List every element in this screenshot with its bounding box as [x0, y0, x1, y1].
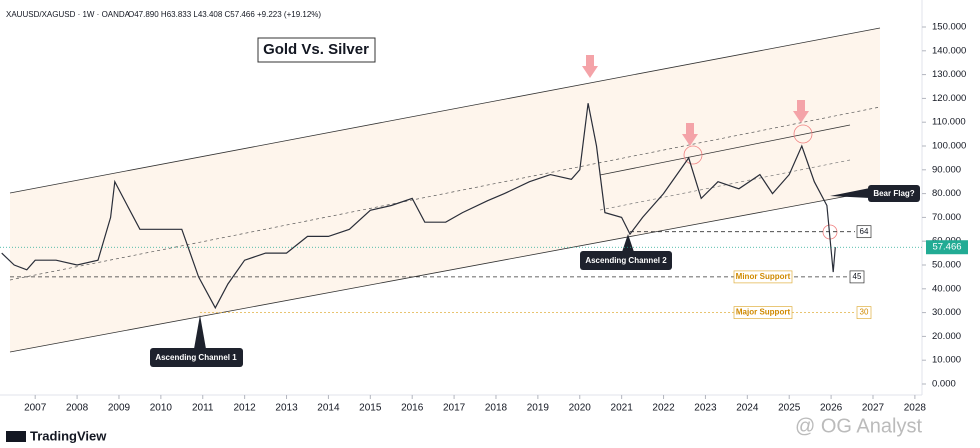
branding: TradingView: [30, 428, 107, 443]
channel-mid: [9, 106, 881, 281]
x-tick-label: 2009: [108, 403, 131, 414]
level-label: 45: [853, 272, 862, 281]
title-box: [257, 37, 376, 63]
y-tick-label: 40.000: [932, 283, 961, 294]
x-tick-label: 2027: [862, 403, 885, 414]
x-tick-label: 2024: [736, 403, 759, 414]
level-name: Minor Support: [736, 272, 791, 281]
x-tick-label: 2019: [527, 403, 550, 414]
watermark: @ OG Analyst: [795, 415, 922, 437]
channel2-upper: [599, 124, 851, 176]
y-tick-label: 120.000: [932, 93, 966, 104]
x-tick-label: 2008: [66, 403, 89, 414]
x-tick-label: 2017: [443, 403, 466, 414]
y-tick-label: 140.000: [932, 45, 966, 56]
ohlc: O47.890 H63.833 L43.408 C57.466 +9.223 (…: [128, 10, 321, 19]
y-tick-label: 80.000: [932, 188, 961, 199]
level-name-box: [733, 270, 793, 284]
y-tick-label: 90.000: [932, 164, 961, 175]
x-tick-label: 2028: [904, 403, 927, 414]
x-tick-label: 2007: [24, 403, 47, 414]
x-tick-label: 2018: [485, 403, 508, 414]
level-label: 64: [860, 227, 869, 236]
x-tick-label: 2016: [401, 403, 424, 414]
x-tick-label: 2020: [569, 403, 592, 414]
x-tick-label: 2022: [652, 403, 675, 414]
level-label: 30: [860, 308, 869, 317]
price-line: [1, 103, 836, 310]
y-tick-label: 130.000: [932, 69, 966, 80]
y-tick-label: 30.000: [932, 307, 961, 318]
x-tick-label: 2012: [234, 403, 257, 414]
annotation: Ascending Channel 2: [585, 256, 667, 265]
x-tick-label: 2011: [192, 403, 214, 414]
legend-line: XAUUSD/XAGUSD · 1W · OANDA: [6, 10, 131, 19]
x-tick-label: 2026: [820, 403, 843, 414]
y-tick-label: 100.000: [932, 141, 966, 152]
level-box: [856, 306, 872, 319]
level-name: Major Support: [736, 308, 791, 317]
x-tick-label: 2015: [359, 403, 382, 414]
x-tick-label: 2025: [778, 403, 801, 414]
x-tick-label: 2014: [317, 403, 340, 414]
last-price-label: 57.466: [932, 242, 961, 253]
level-box: [856, 225, 872, 239]
y-tick-label: 70.000: [932, 212, 961, 223]
logo: [6, 431, 26, 442]
y-tick-label: 10.000: [932, 355, 961, 366]
level-box: [849, 270, 865, 284]
chart-title: Gold Vs. Silver: [263, 41, 369, 58]
y-tick-label: 20.000: [932, 331, 961, 342]
x-tick-label: 2010: [150, 403, 173, 414]
x-tick-label: 2021: [611, 403, 634, 414]
y-tick-label: 50.000: [932, 260, 961, 271]
annotation: Ascending Channel 1: [155, 353, 237, 362]
x-tick-label: 2023: [694, 403, 717, 414]
channel-fill: [10, 28, 880, 352]
channel-upper: [9, 27, 881, 194]
annotation: Bear Flag?: [873, 189, 914, 198]
x-tick-label: 2013: [275, 403, 298, 414]
y-tick-label: 110.000: [932, 117, 966, 128]
y-tick-label: 0.000: [932, 379, 956, 390]
y-tick-label: 150.000: [932, 22, 966, 33]
channel2-mid: [599, 159, 851, 211]
level-name-box: [733, 306, 793, 319]
channel-lower: [9, 189, 881, 353]
last-price-box: [926, 240, 968, 255]
arrows: [582, 55, 809, 146]
